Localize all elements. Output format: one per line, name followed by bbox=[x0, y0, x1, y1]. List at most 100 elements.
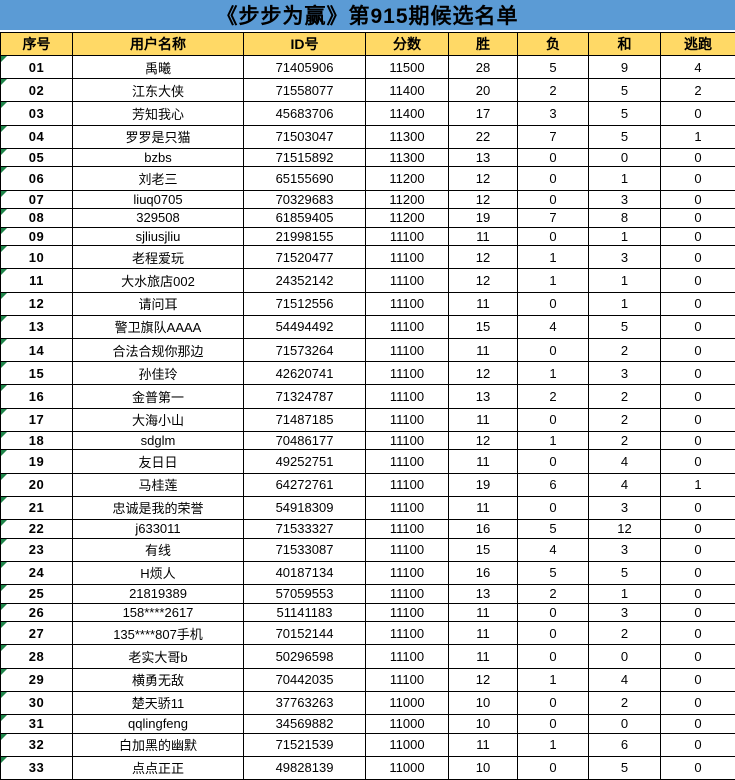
id-cell[interactable]: 24352142 bbox=[243, 268, 366, 293]
row-index-cell[interactable]: 10 bbox=[0, 245, 73, 270]
score-cell[interactable]: 11500 bbox=[365, 54, 449, 80]
row-index-cell[interactable]: 04 bbox=[0, 124, 73, 149]
draws-cell[interactable]: 2 bbox=[588, 407, 661, 432]
username-cell[interactable]: 禹曦 bbox=[72, 54, 244, 80]
losses-cell[interactable]: 7 bbox=[517, 208, 589, 228]
draws-cell[interactable]: 5 bbox=[588, 124, 661, 149]
id-cell[interactable]: 49828139 bbox=[243, 755, 366, 780]
id-cell[interactable]: 71515892 bbox=[243, 147, 366, 168]
wins-cell[interactable]: 12 bbox=[448, 430, 518, 451]
escapes-cell[interactable]: 0 bbox=[660, 226, 735, 247]
escapes-cell[interactable]: 0 bbox=[660, 495, 735, 521]
row-index-cell[interactable]: 31 bbox=[0, 713, 73, 734]
draws-cell[interactable]: 1 bbox=[588, 268, 661, 293]
column-header-score[interactable]: 分数 bbox=[365, 32, 449, 56]
wins-cell[interactable]: 11 bbox=[448, 602, 518, 623]
username-cell[interactable]: 老实大哥b bbox=[72, 644, 244, 669]
escapes-cell[interactable]: 0 bbox=[660, 268, 735, 293]
wins-cell[interactable]: 11 bbox=[448, 495, 518, 521]
row-index-cell[interactable]: 20 bbox=[0, 472, 73, 497]
username-cell[interactable]: sdglm bbox=[72, 430, 244, 451]
row-index-cell[interactable]: 25 bbox=[0, 584, 73, 604]
draws-cell[interactable]: 8 bbox=[588, 208, 661, 228]
row-index-cell[interactable]: 14 bbox=[0, 338, 73, 363]
wins-cell[interactable]: 12 bbox=[448, 166, 518, 191]
draws-cell[interactable]: 9 bbox=[588, 54, 661, 80]
column-header-username[interactable]: 用户名称 bbox=[72, 32, 244, 56]
username-cell[interactable]: bzbs bbox=[72, 147, 244, 168]
losses-cell[interactable]: 1 bbox=[517, 268, 589, 293]
score-cell[interactable]: 11100 bbox=[365, 519, 449, 539]
wins-cell[interactable]: 12 bbox=[448, 667, 518, 692]
losses-cell[interactable]: 1 bbox=[517, 361, 589, 386]
escapes-cell[interactable]: 0 bbox=[660, 602, 735, 623]
wins-cell[interactable]: 13 bbox=[448, 384, 518, 409]
draws-cell[interactable]: 2 bbox=[588, 338, 661, 363]
escapes-cell[interactable]: 0 bbox=[660, 430, 735, 451]
losses-cell[interactable]: 2 bbox=[517, 584, 589, 604]
escapes-cell[interactable]: 0 bbox=[660, 291, 735, 316]
row-index-cell[interactable]: 24 bbox=[0, 560, 73, 586]
draws-cell[interactable]: 3 bbox=[588, 361, 661, 386]
username-cell[interactable]: 马桂莲 bbox=[72, 472, 244, 497]
username-cell[interactable]: 21819389 bbox=[72, 584, 244, 604]
row-index-cell[interactable]: 17 bbox=[0, 407, 73, 432]
wins-cell[interactable]: 11 bbox=[448, 732, 518, 757]
row-index-cell[interactable]: 09 bbox=[0, 226, 73, 247]
losses-cell[interactable]: 0 bbox=[517, 147, 589, 168]
escapes-cell[interactable]: 4 bbox=[660, 54, 735, 80]
username-cell[interactable]: sjliusjliu bbox=[72, 226, 244, 247]
score-cell[interactable]: 11200 bbox=[365, 189, 449, 210]
row-index-cell[interactable]: 26 bbox=[0, 602, 73, 623]
score-cell[interactable]: 11100 bbox=[365, 384, 449, 409]
losses-cell[interactable]: 0 bbox=[517, 189, 589, 210]
id-cell[interactable]: 71324787 bbox=[243, 384, 366, 409]
losses-cell[interactable]: 0 bbox=[517, 621, 589, 646]
draws-cell[interactable]: 5 bbox=[588, 314, 661, 340]
id-cell[interactable]: 54494492 bbox=[243, 314, 366, 340]
score-cell[interactable]: 11100 bbox=[365, 245, 449, 270]
escapes-cell[interactable]: 0 bbox=[660, 245, 735, 270]
id-cell[interactable]: 70486177 bbox=[243, 430, 366, 451]
score-cell[interactable]: 11100 bbox=[365, 537, 449, 562]
wins-cell[interactable]: 20 bbox=[448, 78, 518, 103]
draws-cell[interactable]: 1 bbox=[588, 166, 661, 191]
losses-cell[interactable]: 6 bbox=[517, 472, 589, 497]
escapes-cell[interactable]: 0 bbox=[660, 519, 735, 539]
escapes-cell[interactable]: 0 bbox=[660, 537, 735, 562]
id-cell[interactable]: 71512556 bbox=[243, 291, 366, 316]
draws-cell[interactable]: 3 bbox=[588, 189, 661, 210]
draws-cell[interactable]: 1 bbox=[588, 584, 661, 604]
wins-cell[interactable]: 17 bbox=[448, 101, 518, 126]
column-header-wins[interactable]: 胜 bbox=[448, 32, 518, 56]
id-cell[interactable]: 71573264 bbox=[243, 338, 366, 363]
losses-cell[interactable]: 4 bbox=[517, 314, 589, 340]
row-index-cell[interactable]: 11 bbox=[0, 268, 73, 293]
id-cell[interactable]: 71521539 bbox=[243, 732, 366, 757]
wins-cell[interactable]: 12 bbox=[448, 361, 518, 386]
draws-cell[interactable]: 3 bbox=[588, 537, 661, 562]
id-cell[interactable]: 37763263 bbox=[243, 690, 366, 715]
score-cell[interactable]: 11100 bbox=[365, 667, 449, 692]
row-index-cell[interactable]: 19 bbox=[0, 449, 73, 474]
wins-cell[interactable]: 16 bbox=[448, 519, 518, 539]
column-header-draws[interactable]: 和 bbox=[588, 32, 661, 56]
losses-cell[interactable]: 0 bbox=[517, 338, 589, 363]
score-cell[interactable]: 11100 bbox=[365, 361, 449, 386]
username-cell[interactable]: 芳知我心 bbox=[72, 101, 244, 126]
score-cell[interactable]: 11400 bbox=[365, 101, 449, 126]
losses-cell[interactable]: 0 bbox=[517, 166, 589, 191]
wins-cell[interactable]: 11 bbox=[448, 338, 518, 363]
losses-cell[interactable]: 1 bbox=[517, 245, 589, 270]
losses-cell[interactable]: 1 bbox=[517, 430, 589, 451]
wins-cell[interactable]: 12 bbox=[448, 245, 518, 270]
escapes-cell[interactable]: 1 bbox=[660, 124, 735, 149]
username-cell[interactable]: H烦人 bbox=[72, 560, 244, 586]
losses-cell[interactable]: 0 bbox=[517, 291, 589, 316]
draws-cell[interactable]: 0 bbox=[588, 147, 661, 168]
draws-cell[interactable]: 5 bbox=[588, 560, 661, 586]
row-index-cell[interactable]: 06 bbox=[0, 166, 73, 191]
column-header-escapes[interactable]: 逃跑 bbox=[660, 32, 735, 56]
score-cell[interactable]: 11100 bbox=[365, 430, 449, 451]
draws-cell[interactable]: 0 bbox=[588, 713, 661, 734]
